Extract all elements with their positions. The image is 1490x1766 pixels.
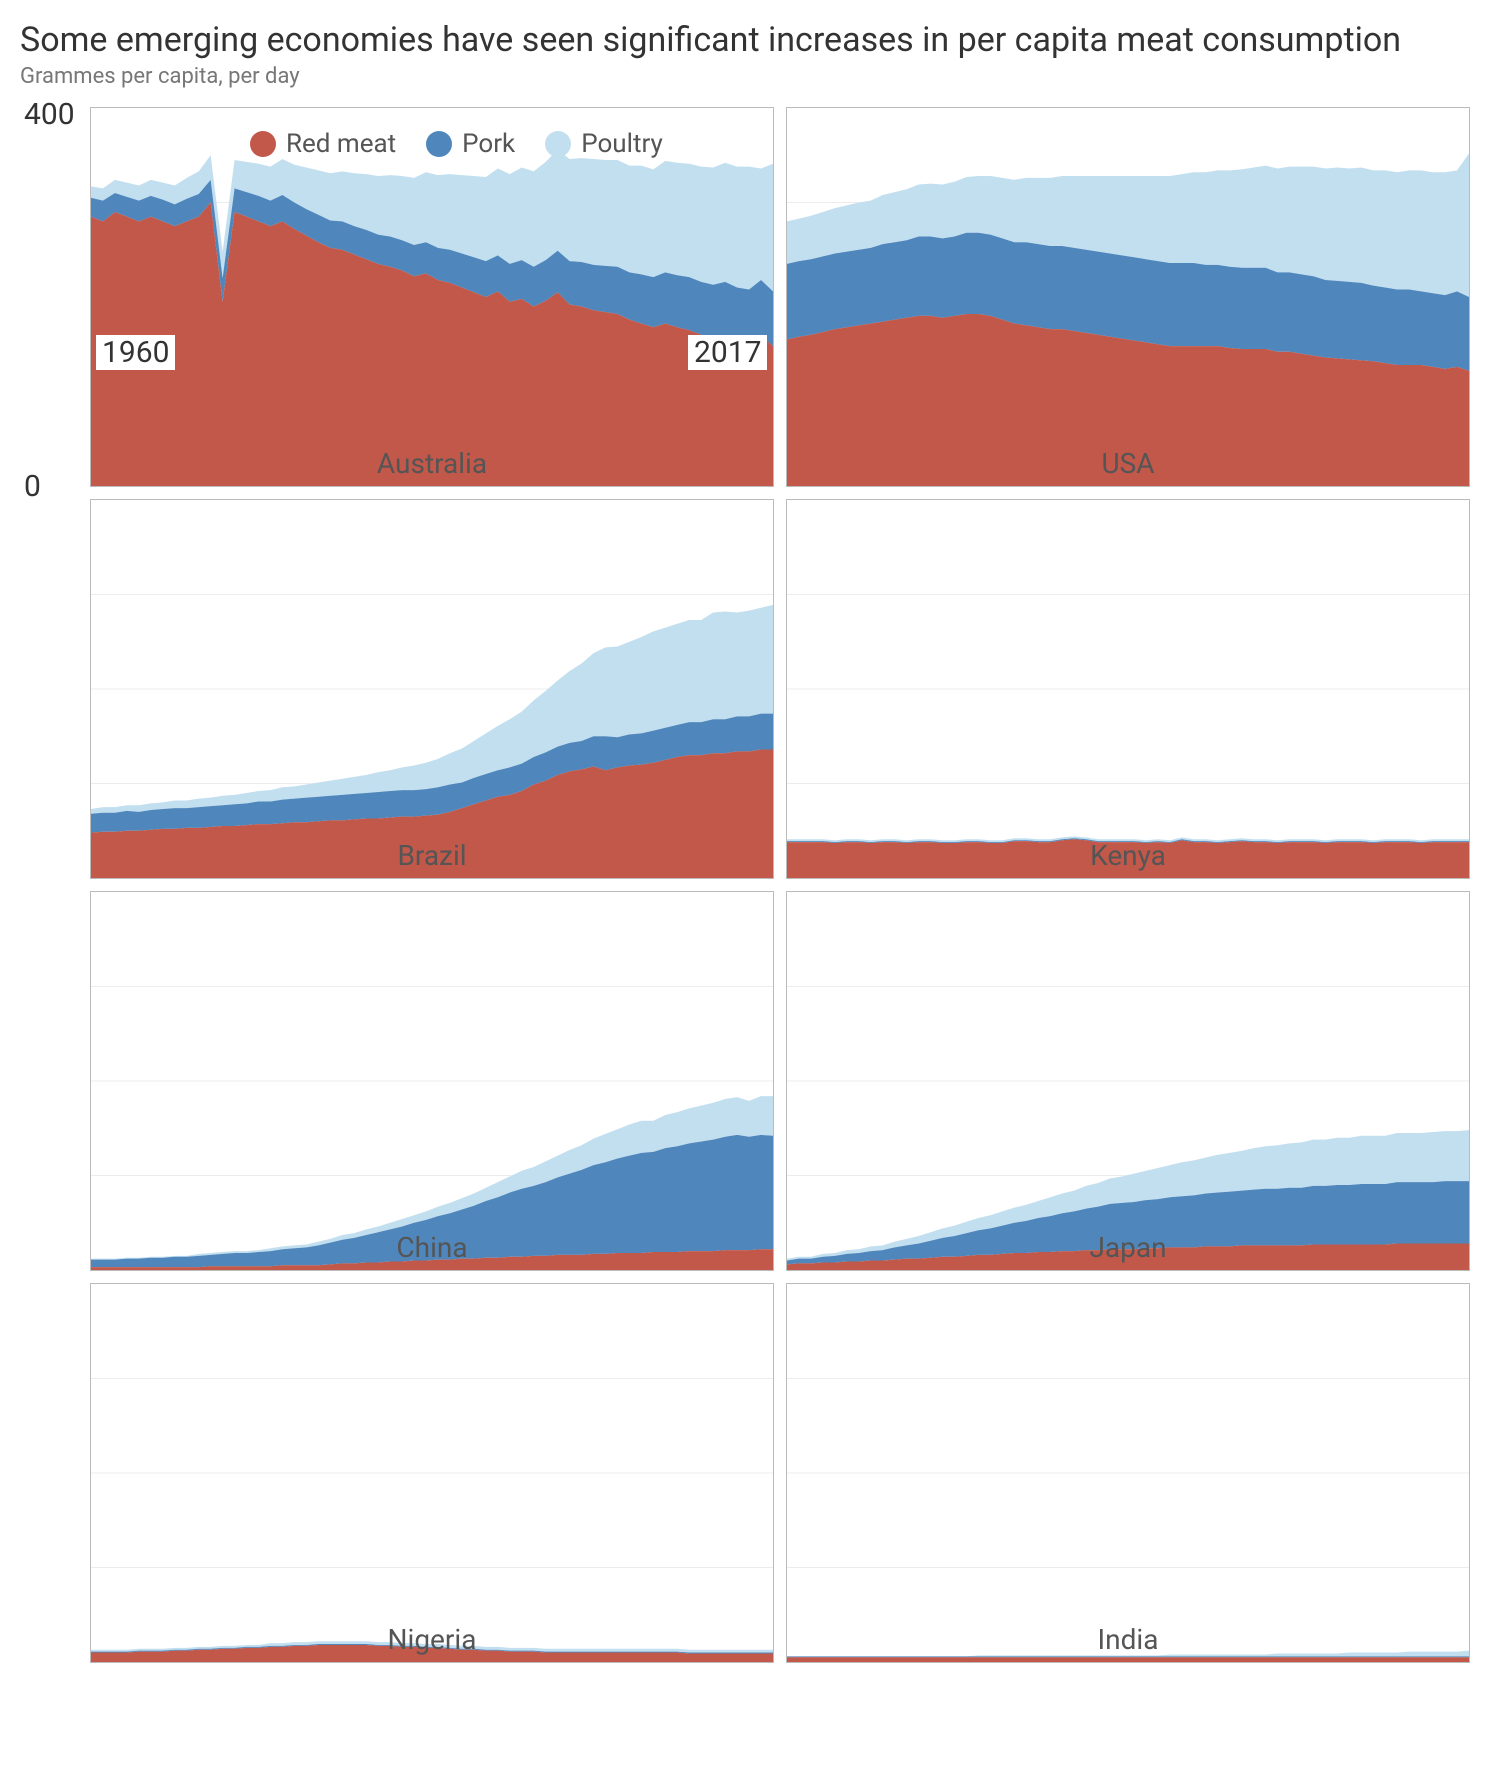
chart-subtitle: Grammes per capita, per day — [20, 64, 1470, 89]
y-axis-max-label: 400 — [20, 97, 79, 132]
panel-usa: USA — [786, 107, 1470, 487]
panel-japan: Japan — [786, 891, 1470, 1271]
chart-title: Some emerging economies have seen signif… — [20, 20, 1470, 60]
panel-india: India — [786, 1283, 1470, 1663]
panel-kenya: Kenya — [786, 499, 1470, 879]
panel-china: China — [90, 891, 774, 1271]
chart-grid-area: 400 0 AustraliaUSABrazilKenyaChinaJapanN… — [90, 107, 1470, 1663]
small-multiples-grid: AustraliaUSABrazilKenyaChinaJapanNigeria… — [90, 107, 1470, 1663]
panel-nigeria: Nigeria — [90, 1283, 774, 1663]
panel-brazil: Brazil — [90, 499, 774, 879]
panel-australia: Australia — [90, 107, 774, 487]
y-axis-min-label: 0 — [20, 469, 45, 504]
